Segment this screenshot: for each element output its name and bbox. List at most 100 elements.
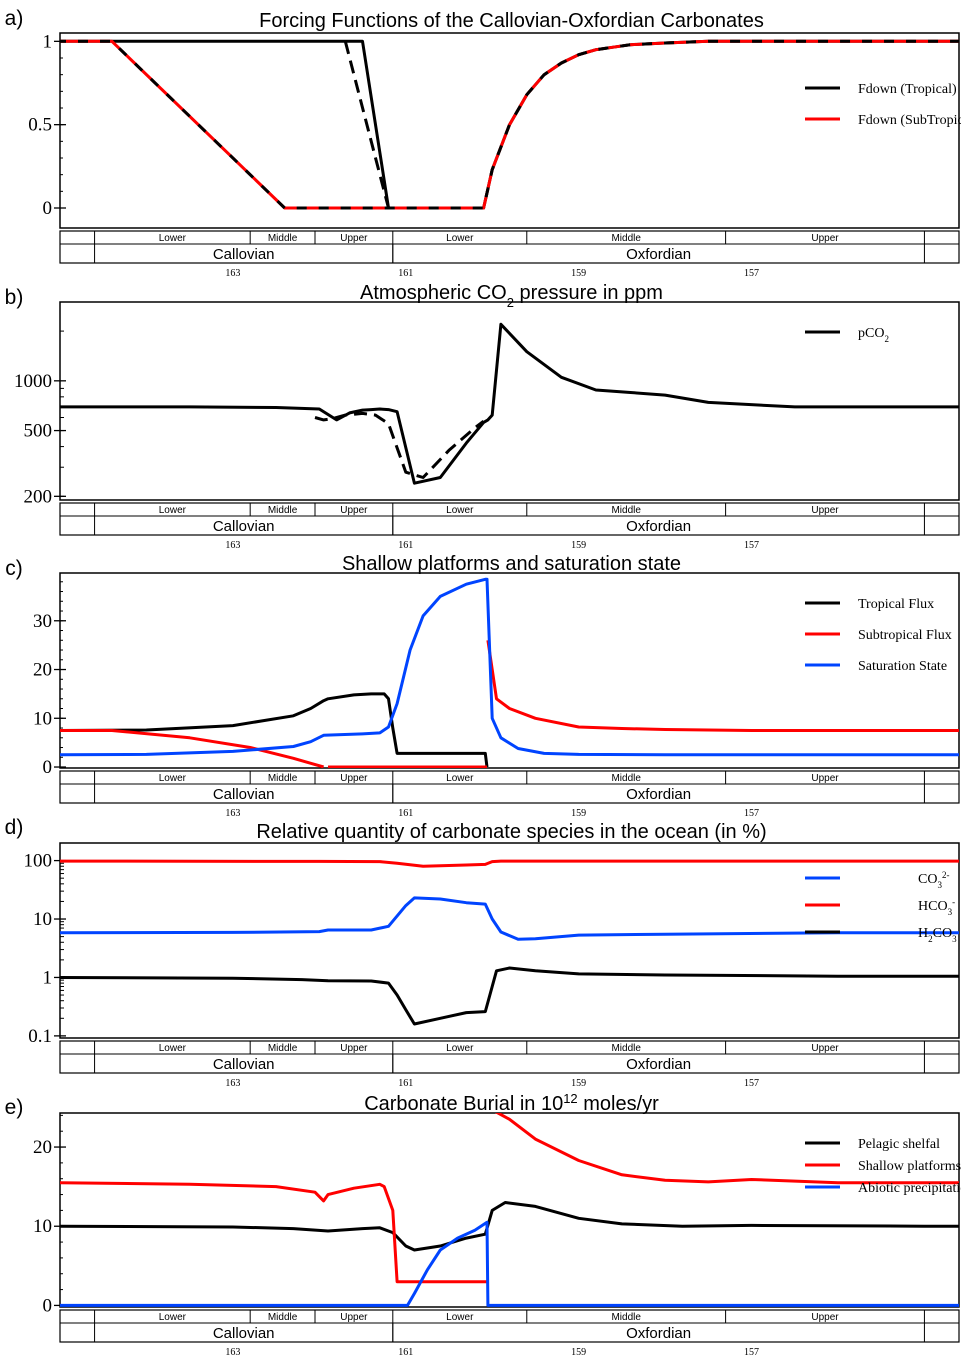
substage-label: Lower — [446, 773, 474, 784]
substage-label: Middle — [268, 1043, 298, 1054]
age-label: 159 — [571, 808, 586, 819]
y-tick-label: 10 — [33, 909, 52, 930]
y-tick-label: 0 — [43, 198, 53, 219]
y-tick-label: 500 — [24, 421, 53, 442]
age-label: 159 — [571, 540, 586, 551]
substage-label: Lower — [159, 1312, 187, 1323]
y-tick-label: 1000 — [14, 371, 52, 392]
substage-label: Middle — [611, 1043, 641, 1054]
chart-title: Atmospheric CO2 pressure in ppm — [360, 282, 663, 310]
stage-label: Callovian — [213, 786, 275, 803]
chart-title: Carbonate Burial in 1012 moles/yr — [364, 1091, 659, 1116]
series-group — [60, 1113, 959, 1307]
substage-label: Lower — [446, 1312, 474, 1323]
legend-label: Abiotic precipitation — [858, 1181, 961, 1196]
y-axis: 0.1 1 10 100 — [24, 851, 66, 1047]
age-label: 163 — [225, 808, 240, 819]
panel-4: e) Carbonate Burial in 1012 moles/yr 0 10 20… — [5, 1091, 961, 1359]
series-line — [60, 966, 959, 1026]
y-tick-label: 20 — [33, 1137, 52, 1158]
y-axis: 0 10 20 30 — [33, 581, 66, 778]
substage-label: Upper — [811, 505, 839, 516]
age-label: 157 — [744, 808, 759, 819]
y-axis: 0 10 20 — [33, 1114, 66, 1316]
substage-label: Upper — [811, 1043, 839, 1054]
y-tick-label: 30 — [33, 611, 52, 632]
chart-title: Forcing Functions of the Callovian-Oxfor… — [259, 10, 764, 32]
panel-label: b) — [5, 286, 24, 309]
series-line — [60, 859, 959, 868]
strip-frame — [59, 770, 960, 804]
substage-label: Upper — [340, 505, 368, 516]
legend-label: Fdown (Tropical) — [858, 82, 957, 97]
legend-label: Subtropical Flux — [858, 628, 952, 643]
substage-label: Upper — [811, 773, 839, 784]
series-line — [60, 322, 959, 485]
series-group — [60, 859, 959, 1026]
age-label: 163 — [225, 1347, 240, 1358]
panel-3: d) Relative quantity of carbonate species… — [5, 816, 960, 1089]
substage-label: Upper — [340, 233, 368, 244]
chart-title: Shallow platforms and saturation state — [342, 553, 681, 575]
series-group — [60, 322, 959, 485]
series-group — [60, 39, 959, 210]
series-line — [60, 39, 959, 210]
timescale-strip: Lower Middle Upper Lower Middle Upper Callovia… — [59, 1040, 960, 1089]
series-line — [494, 1113, 959, 1185]
legend: pCO2 — [805, 326, 889, 344]
y-tick-label: 20 — [33, 660, 52, 681]
legend-label: H2CO3 — [918, 926, 957, 944]
substage-label: Middle — [268, 1312, 298, 1323]
plot-frame — [59, 572, 960, 769]
substage-label: Middle — [611, 505, 641, 516]
legend-label: Saturation State — [858, 659, 947, 674]
y-tick-label: 1 — [43, 31, 53, 52]
age-label: 157 — [744, 1078, 759, 1089]
series-line — [60, 577, 959, 757]
timescale-strip: Lower Middle Upper Lower Middle Upper Callovia… — [59, 1309, 960, 1358]
age-label: 159 — [571, 1347, 586, 1358]
legend-label: CO32- — [918, 870, 949, 890]
y-axis: 200 500 1000 — [14, 330, 66, 507]
timescale-strip: Lower Middle Upper Lower Middle Upper Callovia… — [59, 770, 960, 819]
strip-frame — [59, 1040, 960, 1074]
substage-label: Lower — [446, 505, 474, 516]
timescale-strip: Lower Middle Upper Lower Middle Upper Callovia… — [59, 230, 960, 279]
y-axis: 00.51 — [28, 31, 66, 219]
age-label: 157 — [744, 1347, 759, 1358]
substage-label: Lower — [159, 233, 187, 244]
substage-label: Middle — [611, 1312, 641, 1323]
substage-label: Middle — [611, 773, 641, 784]
substage-label: Upper — [340, 1043, 368, 1054]
series-line — [60, 1220, 959, 1307]
legend-label: Shallow platforms — [858, 1159, 961, 1174]
y-tick-label: 0.1 — [28, 1026, 52, 1047]
age-label: 161 — [398, 808, 413, 819]
series-line — [343, 40, 390, 209]
legend-label: Fdown (SubTropical) — [858, 113, 961, 128]
plot-frame — [59, 301, 960, 501]
series-line — [60, 1201, 959, 1252]
substage-label: Lower — [446, 233, 474, 244]
strip-frame — [59, 1309, 960, 1343]
y-tick-label: 1 — [43, 967, 53, 988]
age-label: 157 — [744, 268, 759, 279]
y-tick-label: 0 — [43, 1295, 53, 1316]
substage-label: Upper — [811, 233, 839, 244]
y-tick-label: 10 — [33, 1216, 52, 1237]
panel-0: a) Forcing Functions of the Callovian-Oxf… — [5, 7, 961, 279]
y-tick-label: 200 — [24, 486, 53, 507]
legend-label: Tropical Flux — [858, 597, 934, 612]
stage-label: Oxfordian — [626, 786, 691, 803]
chart-title: Relative quantity of carbonate species i… — [256, 821, 766, 843]
substage-label: Middle — [268, 233, 298, 244]
series-line — [60, 1181, 487, 1284]
substage-label: Upper — [811, 1312, 839, 1323]
age-label: 163 — [225, 540, 240, 551]
series-line — [60, 692, 489, 768]
substage-label: Middle — [268, 505, 298, 516]
substage-label: Middle — [268, 773, 298, 784]
legend-label: pCO2 — [858, 326, 889, 344]
substage-label: Lower — [159, 1043, 187, 1054]
strip-frame — [59, 502, 960, 536]
